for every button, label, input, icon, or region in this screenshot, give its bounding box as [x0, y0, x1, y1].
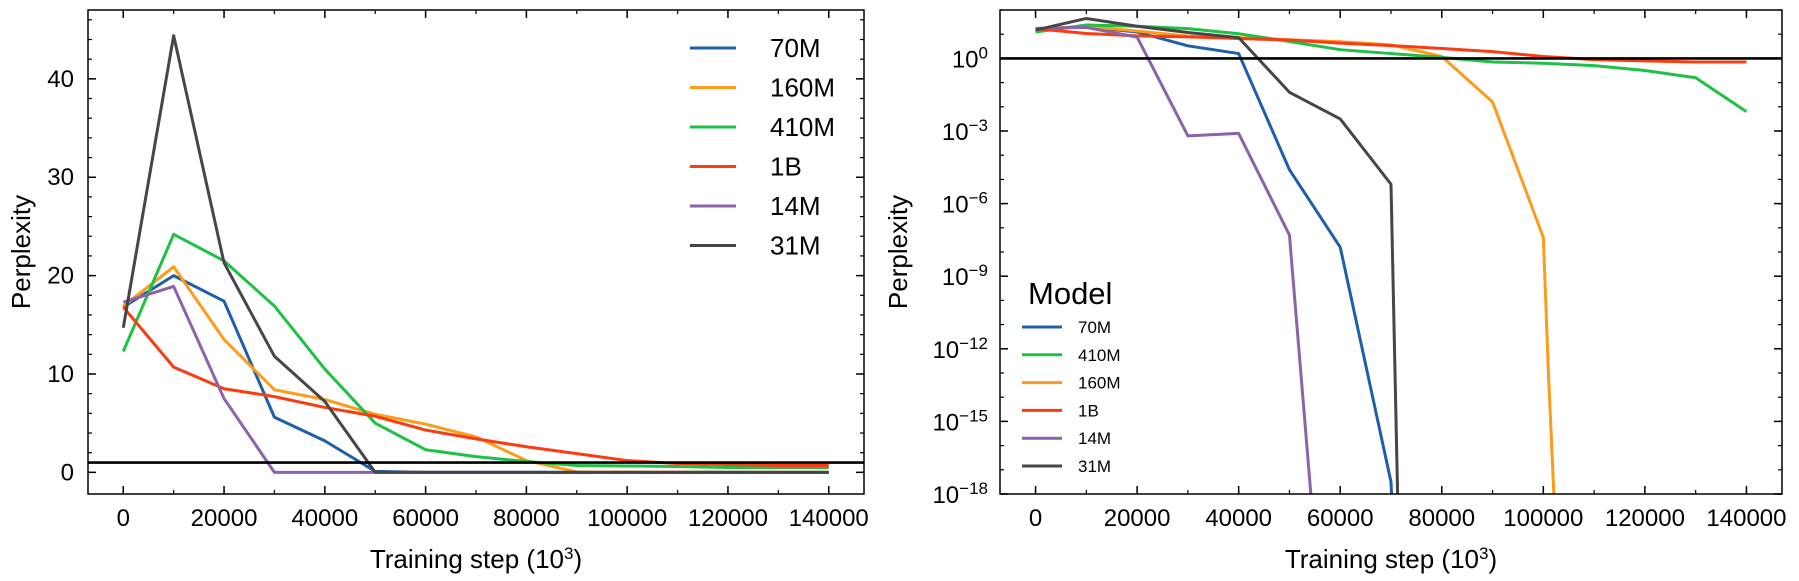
- legend-label-410m: 410M: [770, 112, 835, 142]
- left-legend: 70M 160M 410M 1B 14M 31M: [690, 33, 835, 261]
- y-tick-label: 40: [47, 66, 74, 93]
- series-line-31m: [1035, 16, 1400, 494]
- right-plot-frame: [999, 9, 1783, 495]
- x-tick-label: 40000: [1205, 505, 1272, 532]
- x-tick-label: 80000: [493, 505, 560, 532]
- series-line-31m: [121, 34, 829, 474]
- legend-label-160m: 160M: [1078, 374, 1121, 393]
- series-line-14m: [1035, 25, 1313, 494]
- x-tick-label: 120000: [1605, 505, 1685, 532]
- y-tick-label: 0: [61, 459, 74, 486]
- right-legend: Model 70M 410M 160M 1B 14M 31M: [1022, 276, 1121, 476]
- x-tick-label: 140000: [789, 505, 869, 532]
- right-ylabel: Perplexity: [883, 195, 913, 309]
- x-tick-label: 80000: [1408, 505, 1475, 532]
- x-tick-label: 100000: [1503, 505, 1583, 532]
- legend-label-160m: 160M: [770, 73, 835, 103]
- y-tick-label: 10−12: [932, 333, 988, 364]
- right-series-lines: [1000, 16, 1782, 494]
- right-xlabel: Training step (103): [1285, 544, 1497, 575]
- x-tick-label: 60000: [1307, 505, 1374, 532]
- legend-label-410m: 410M: [1078, 346, 1121, 365]
- x-tick-label: 120000: [688, 505, 768, 532]
- left-plot-frame: [87, 9, 865, 495]
- series-line-160m: [122, 265, 829, 474]
- x-tick-label: 40000: [291, 505, 358, 532]
- legend-label-70m: 70M: [770, 33, 821, 63]
- right-tick-labels: 0 20000 40000 60000 80000 100000 120000 140000 1…: [932, 43, 1786, 532]
- left-series-lines: [88, 34, 864, 474]
- series-line-1b: [122, 306, 829, 467]
- y-tick-label: 10−9: [942, 261, 988, 292]
- y-tick-label: 10−3: [942, 116, 988, 147]
- series-line-160m: [1035, 24, 1556, 494]
- legend-label-1b: 1B: [770, 152, 802, 182]
- series-line-1b: [1035, 27, 1747, 64]
- x-tick-label: 60000: [392, 505, 459, 532]
- y-tick-label: 10: [47, 361, 74, 388]
- legend-label-14m: 14M: [1078, 429, 1111, 448]
- series-line-410m: [121, 232, 829, 469]
- x-tick-label: 100000: [587, 505, 667, 532]
- x-tick-label: 0: [1029, 505, 1042, 532]
- series-line-70m: [122, 274, 829, 474]
- y-tick-label: 10−15: [932, 406, 988, 437]
- y-tick-label: 10−18: [932, 479, 988, 510]
- legend-label-70m: 70M: [1078, 318, 1111, 337]
- series-line-410m: [1035, 23, 1748, 113]
- log-perplexity-chart: 0 20000 40000 60000 80000 100000 120000 140000 1…: [883, 9, 1787, 575]
- y-tick-label: 100: [952, 43, 988, 74]
- left-tick-labels: 0 20000 40000 60000 80000 100000 120000 140000 0…: [47, 66, 868, 532]
- left-xlabel: Training step (103): [370, 544, 582, 575]
- y-tick-label: 30: [47, 164, 74, 191]
- legend-label-1b: 1B: [1078, 401, 1099, 420]
- legend-label-31m: 31M: [1078, 457, 1111, 476]
- x-tick-label: 140000: [1706, 505, 1786, 532]
- x-tick-label: 20000: [1104, 505, 1171, 532]
- legend-label-31m: 31M: [770, 231, 821, 261]
- y-tick-label: 10−6: [942, 188, 988, 219]
- x-tick-label: 20000: [191, 505, 258, 532]
- legend-label-14m: 14M: [770, 191, 821, 221]
- left-ylabel: Perplexity: [6, 195, 36, 309]
- linear-perplexity-chart: 0 20000 40000 60000 80000 100000 120000 140000 0…: [6, 9, 869, 575]
- y-tick-label: 20: [47, 263, 74, 290]
- x-tick-label: 0: [117, 505, 130, 532]
- legend-title: Model: [1028, 276, 1112, 311]
